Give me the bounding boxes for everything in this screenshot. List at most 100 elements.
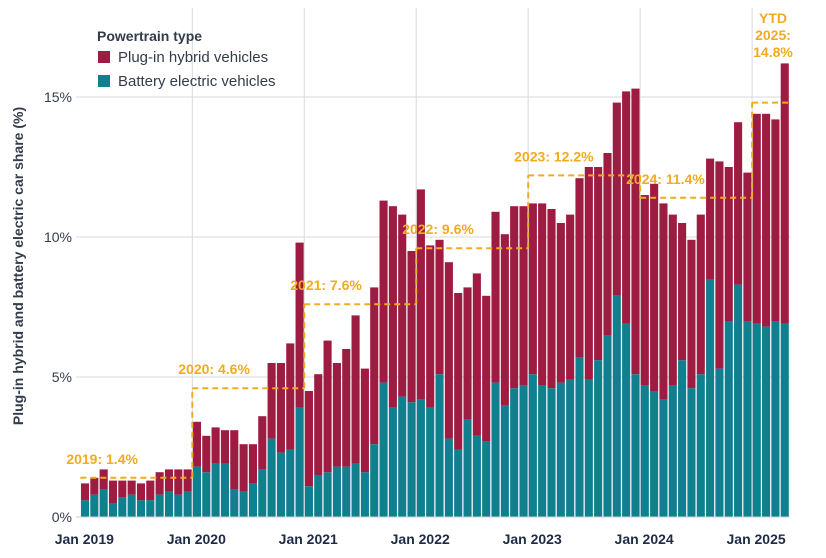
phev-bar bbox=[230, 430, 239, 489]
bev-bar bbox=[538, 385, 547, 517]
bev-bar bbox=[304, 486, 313, 517]
phev-legend-swatch bbox=[98, 51, 110, 63]
bev-bar bbox=[136, 500, 146, 517]
bev-bar bbox=[398, 396, 407, 517]
bars-group bbox=[80, 63, 789, 517]
annual-average-label-line: 14.8% bbox=[753, 44, 793, 60]
bev-bar bbox=[715, 368, 724, 517]
bev-bar bbox=[752, 323, 761, 517]
phev-bar bbox=[622, 91, 631, 324]
bev-legend-label: Battery electric vehicles bbox=[118, 73, 276, 90]
bev-bar bbox=[286, 449, 295, 517]
phev-bar bbox=[239, 444, 248, 492]
bev-bar bbox=[379, 382, 388, 517]
bev-bar bbox=[90, 494, 99, 517]
bev-bar bbox=[388, 407, 397, 517]
bev-bar bbox=[342, 466, 351, 517]
y-tick-label: 0% bbox=[52, 509, 72, 525]
x-tick-label: Jan 2023 bbox=[503, 531, 562, 547]
phev-bar bbox=[314, 374, 323, 475]
phev-bar bbox=[304, 391, 313, 487]
bev-bar bbox=[202, 472, 211, 517]
x-tick-label: Jan 2025 bbox=[727, 531, 786, 547]
bev-bar bbox=[360, 472, 369, 517]
bev-bar bbox=[603, 335, 612, 517]
annual-average-label-line: 2025: bbox=[755, 27, 791, 43]
annual-average-label: 2024: 11.4% bbox=[626, 171, 705, 187]
bev-bar bbox=[678, 360, 687, 517]
phev-bar bbox=[668, 214, 677, 386]
bev-bar bbox=[230, 489, 239, 517]
bev-bar bbox=[80, 500, 90, 517]
phev-bar bbox=[286, 343, 295, 450]
phev-bar bbox=[631, 88, 640, 375]
bev-bar bbox=[771, 321, 780, 517]
phev-bar bbox=[351, 315, 360, 464]
phev-bar bbox=[267, 363, 276, 439]
phev-bar bbox=[762, 113, 771, 327]
bev-bar bbox=[594, 360, 603, 517]
x-tick-label: Jan 2021 bbox=[279, 531, 338, 547]
bev-bar bbox=[510, 388, 519, 517]
bev-bar bbox=[500, 405, 509, 517]
bev-bar bbox=[239, 491, 248, 517]
bev-bar bbox=[472, 435, 481, 517]
bev-bar bbox=[584, 379, 593, 517]
phev-legend-label: Plug-in hybrid vehicles bbox=[118, 49, 268, 66]
annual-average-label: YTD 2025: 14.8% bbox=[753, 10, 793, 60]
bev-bar bbox=[762, 326, 771, 517]
phev-bar bbox=[678, 223, 687, 361]
phev-bar bbox=[724, 167, 733, 321]
x-tick-label: Jan 2020 bbox=[167, 531, 226, 547]
phev-bar bbox=[192, 421, 202, 467]
phev-bar bbox=[127, 480, 136, 495]
bev-bar bbox=[426, 407, 435, 517]
bev-bar bbox=[118, 497, 127, 517]
x-tick-label: Jan 2022 bbox=[391, 531, 450, 547]
phev-bar bbox=[650, 183, 659, 391]
phev-bar bbox=[136, 483, 146, 501]
x-tick-label: Jan 2024 bbox=[615, 531, 674, 547]
phev-bar bbox=[594, 167, 603, 361]
phev-bar bbox=[174, 469, 183, 495]
bev-bar bbox=[314, 475, 323, 517]
legend-title: Powertrain type bbox=[97, 28, 202, 44]
y-tick-label: 15% bbox=[44, 89, 72, 105]
bev-bar bbox=[407, 402, 416, 517]
bev-bar bbox=[211, 463, 220, 517]
phev-bar bbox=[482, 295, 491, 442]
bev-bar bbox=[332, 466, 341, 517]
bev-bar bbox=[547, 388, 556, 517]
phev-bar bbox=[575, 178, 584, 358]
bev-bar bbox=[248, 483, 257, 517]
phev-bar bbox=[258, 416, 267, 470]
x-tick-label: Jan 2019 bbox=[55, 531, 114, 547]
phev-bar bbox=[416, 189, 425, 400]
bev-bar bbox=[463, 419, 472, 517]
phev-bar bbox=[435, 239, 444, 375]
phev-bar bbox=[379, 200, 388, 383]
phev-bar bbox=[612, 102, 621, 296]
phev-bar bbox=[99, 469, 108, 489]
bev-bar bbox=[640, 385, 649, 517]
bev-bar bbox=[164, 491, 174, 517]
phev-bar bbox=[220, 430, 229, 464]
phev-bar bbox=[500, 234, 509, 405]
bev-bar bbox=[435, 374, 444, 517]
phev-bar bbox=[510, 206, 519, 389]
bev-bar bbox=[482, 441, 491, 517]
bev-bar bbox=[668, 385, 677, 517]
phev-bar bbox=[80, 483, 90, 501]
phev-bar bbox=[360, 368, 369, 473]
phev-bar bbox=[211, 427, 220, 464]
bev-bar bbox=[323, 472, 332, 517]
bev-bar bbox=[127, 494, 136, 517]
phev-bar bbox=[715, 161, 724, 369]
annual-average-label: 2022: 9.6% bbox=[402, 221, 474, 237]
phev-bar bbox=[444, 262, 453, 439]
bev-bar bbox=[743, 321, 752, 517]
phev-bar bbox=[752, 113, 761, 324]
bev-bar bbox=[575, 357, 584, 517]
phev-bar bbox=[370, 287, 379, 445]
annual-average-label: 2023: 12.2% bbox=[514, 148, 594, 164]
